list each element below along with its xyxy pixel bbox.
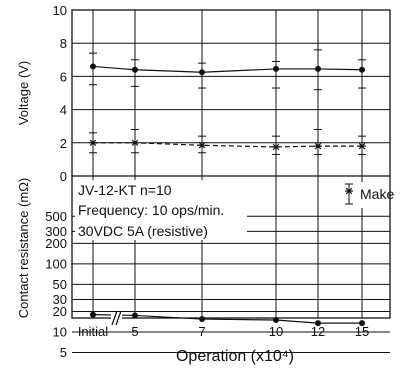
resistance-tick-30: 30 <box>53 292 67 307</box>
annotation-line-3: 30VDC 5A (resistive) <box>78 223 208 239</box>
resistance-tick-300: 300 <box>45 224 67 239</box>
voltage-series-1-point-4 <box>314 142 322 150</box>
voltage-series-0-errorbar-2 <box>198 62 206 89</box>
voltage-axis-label: Voltage (V) <box>16 61 31 125</box>
voltage-series-1-line <box>93 142 362 148</box>
voltage-series-0-errorbar-3 <box>272 60 280 89</box>
resistance-series-0-point-4 <box>315 320 321 327</box>
voltage-series-0-point-3 <box>273 65 279 72</box>
voltage-series-1-point-0 <box>89 139 97 147</box>
voltage-tick-6: 6 <box>60 69 67 84</box>
voltage-series-0-errorbar-1 <box>131 59 139 87</box>
voltage-series-0-point-5 <box>359 66 365 73</box>
voltage-tick-0: 0 <box>60 169 67 184</box>
plot-frame <box>71 9 391 319</box>
voltage-series-1-point-2 <box>198 142 206 149</box>
series <box>89 49 366 327</box>
voltage-series-1-errorbar-3 <box>272 135 280 155</box>
legend: Make <box>342 182 394 208</box>
resistance-series-0-point-2 <box>199 316 205 323</box>
x-axis-title: Operation (x10⁴) <box>176 348 294 365</box>
voltage-series-0-point-2 <box>199 69 205 76</box>
resistance-tick-5: 5 <box>60 345 67 360</box>
resistance-tick-10: 10 <box>53 324 67 339</box>
resistance-series-0-line <box>92 314 362 324</box>
axis-break-gap <box>111 312 122 324</box>
frame-rect <box>71 9 391 319</box>
voltage-tick-4: 4 <box>60 103 67 118</box>
voltage-tick-8: 8 <box>60 36 67 51</box>
resistance-tick-20: 20 <box>53 304 67 319</box>
x-tick-10: 10 <box>269 324 283 339</box>
resistance-tick-500: 500 <box>45 209 67 224</box>
axis-break-mark <box>111 310 122 326</box>
resistance-axis-label: Contact resistance (mΩ) <box>16 178 31 318</box>
voltage-series-0-point-0 <box>90 63 96 70</box>
voltage-series-1-point-5 <box>358 142 366 150</box>
annotation-line-2: Frequency: 10 ops/min. <box>78 202 224 218</box>
x-tick-12: 12 <box>311 324 325 339</box>
annotation-box: JV-12-KT n=10 Frequency: 10 ops/min. 30V… <box>75 180 247 240</box>
x-tick-Initial: Initial <box>78 324 108 339</box>
voltage-series-1-errorbar-1 <box>131 129 139 154</box>
voltage-series-0-point-1 <box>132 66 138 73</box>
resistance-tick-200: 200 <box>45 236 67 251</box>
x-tick-5: 5 <box>131 324 138 339</box>
resistance-series-0-point-3 <box>273 317 279 324</box>
voltage-y-ticks: 0 2 4 6 8 10 <box>53 3 67 184</box>
voltage-series-0-errorbar-5 <box>358 59 366 89</box>
resistance-tick-100: 100 <box>45 256 67 271</box>
voltage-series-0-line <box>92 65 363 73</box>
voltage-series-0-point-4 <box>315 65 321 72</box>
axis-break-slash-1 <box>111 310 118 326</box>
resistance-series-0-point-5 <box>359 320 365 327</box>
voltage-series-1-errorbar-4 <box>314 129 322 155</box>
resistance-tick-50: 50 <box>53 277 67 292</box>
resistance-series-0-point-1 <box>132 312 138 319</box>
x-tick-7: 7 <box>198 324 205 339</box>
x-ticks: Initial 5 7 10 12 15 <box>78 324 369 339</box>
annotation-line-1: JV-12-KT n=10 <box>78 182 172 198</box>
x-tick-15: 15 <box>355 324 369 339</box>
legend-make-label: Make <box>360 186 394 202</box>
legend-errorbar <box>345 183 353 205</box>
legend-asterisk <box>345 187 353 195</box>
voltage-tick-2: 2 <box>60 136 67 151</box>
legend-make-marker <box>342 182 388 208</box>
voltage-series-1-point-1 <box>131 139 139 147</box>
axis-break-slash-2 <box>115 310 122 326</box>
resistance-series-0-point-0 <box>90 311 96 318</box>
voltage-series-1-point-3 <box>272 143 280 151</box>
voltage-tick-10: 10 <box>53 3 67 18</box>
